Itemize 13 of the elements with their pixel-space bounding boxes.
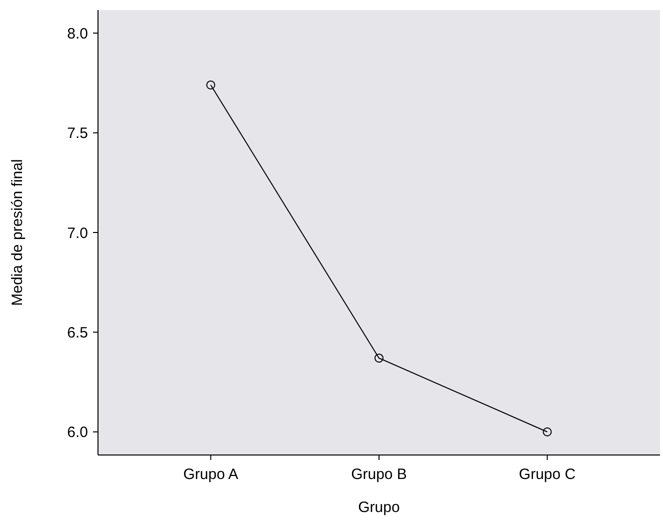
x-axis-title: Grupo xyxy=(358,499,400,516)
y-axis-title: Media de presión final xyxy=(9,159,26,306)
x-tick-label: Grupo A xyxy=(183,466,238,483)
y-tick-label: 6.0 xyxy=(67,424,88,442)
x-tick-label: Grupo C xyxy=(518,466,576,483)
y-tick-label: 7.0 xyxy=(67,224,88,242)
x-tick-label: Grupo B xyxy=(351,466,407,483)
point xyxy=(542,427,552,436)
y-tick-label: 7.5 xyxy=(67,125,88,142)
y-tick-label: 8.0 xyxy=(67,25,88,42)
y-tick-label: 6.5 xyxy=(67,324,88,342)
point xyxy=(374,354,384,363)
point xyxy=(206,80,216,90)
